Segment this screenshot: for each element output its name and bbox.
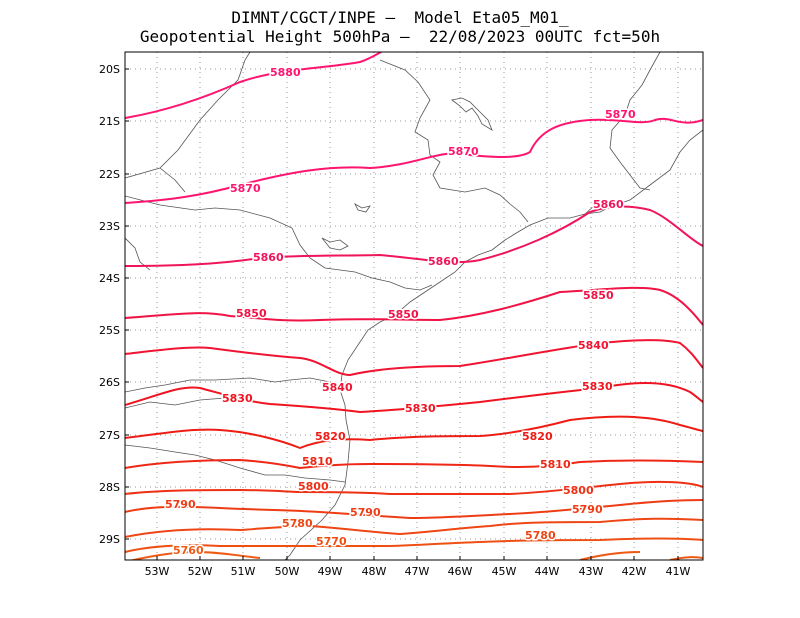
contour-label-5870: 5870 xyxy=(605,108,636,121)
latitude-labels: 20S 21S 22S 23S 24S 25S 26S 27S 28S 29S xyxy=(99,63,120,546)
contour-5880 xyxy=(125,52,384,119)
contour-label-5820: 5820 xyxy=(522,430,553,443)
lat-label: 29S xyxy=(99,533,120,546)
lat-label: 22S xyxy=(99,168,120,181)
lon-label: 45W xyxy=(492,565,517,578)
contour-label-5830: 5830 xyxy=(582,380,613,393)
lon-label: 50W xyxy=(275,565,300,578)
contour-label-5860: 5860 xyxy=(253,251,284,264)
contour-label-5780: 5780 xyxy=(282,517,313,530)
lat-label: 26S xyxy=(99,376,120,389)
contour-label-5880: 5880 xyxy=(270,66,301,79)
lat-label: 21S xyxy=(99,115,120,128)
contour-label-5790: 5790 xyxy=(572,503,603,516)
contour-label-5800: 5800 xyxy=(563,484,594,497)
lat-label: 23S xyxy=(99,220,120,233)
state-border-mg-es xyxy=(609,52,661,191)
contour-5820 xyxy=(125,415,703,450)
contour-label-5800: 5800 xyxy=(298,480,329,493)
river-parana xyxy=(159,167,186,193)
contour-lines xyxy=(125,52,703,560)
lon-label: 53W xyxy=(145,565,170,578)
longitude-labels: 53W 52W 51W 50W 49W 48W 47W 46W 45W 44W … xyxy=(145,565,691,578)
lat-label: 25S xyxy=(99,324,120,337)
contour-label-5790: 5790 xyxy=(350,506,381,519)
contour-5760 xyxy=(129,550,261,560)
lon-label: 52W xyxy=(188,565,213,578)
lat-label: 27S xyxy=(99,429,120,442)
map-title: DIMNT/CGCT/INPE – Model Eta05_M01_ Geopot… xyxy=(0,8,800,46)
contour-5760 xyxy=(579,551,641,560)
lake-shape-3 xyxy=(354,202,371,213)
contour-label-5830: 5830 xyxy=(405,402,436,415)
state-border-mg-north xyxy=(379,59,529,223)
contour-5860 xyxy=(125,205,703,267)
contour-5800 xyxy=(125,480,703,496)
contour-label-5770: 5770 xyxy=(316,535,347,548)
contour-5790 xyxy=(125,499,703,520)
contour-label-5860: 5860 xyxy=(593,198,624,211)
lon-label: 42W xyxy=(622,565,647,578)
lat-label: 20S xyxy=(99,63,120,76)
contour-5830 xyxy=(125,382,703,414)
contour-label-5810: 5810 xyxy=(540,458,571,471)
contour-label-5870: 5870 xyxy=(448,145,479,158)
contour-5810 xyxy=(125,458,703,470)
state-border-mg-sp xyxy=(125,52,251,179)
contour-label-5850: 5850 xyxy=(583,289,614,302)
contour-label-5760: 5760 xyxy=(173,544,204,557)
contour-label-5860: 5860 xyxy=(428,255,459,268)
contour-label-5840: 5840 xyxy=(578,339,609,352)
lon-label: 47W xyxy=(405,565,430,578)
contour-5770 xyxy=(125,537,703,553)
map-boundaries xyxy=(125,52,703,560)
contour-label-5810: 5810 xyxy=(302,455,333,468)
title-line-2: Geopotential Height 500hPa – 22/08/2023 … xyxy=(139,27,661,46)
lake-shape-1 xyxy=(451,97,493,131)
contour-label-5780: 5780 xyxy=(525,529,556,542)
lon-label: 46W xyxy=(448,565,473,578)
lon-label: 49W xyxy=(318,565,343,578)
contour-label-5830: 5830 xyxy=(222,392,253,405)
contour-5840 xyxy=(125,339,703,377)
contour-label-5840: 5840 xyxy=(322,381,353,394)
map-frame xyxy=(124,51,704,561)
lat-label: 24S xyxy=(99,272,120,285)
state-border-pr-sc xyxy=(125,377,347,393)
lake-shape-2 xyxy=(321,237,349,251)
contour-label-5790: 5790 xyxy=(165,498,196,511)
contour-label-5820: 5820 xyxy=(315,430,346,443)
contour-5780 xyxy=(125,517,703,538)
country-border xyxy=(125,397,226,409)
contour-label-5870: 5870 xyxy=(230,182,261,195)
coastline xyxy=(284,129,703,560)
contour-label-5850: 5850 xyxy=(236,307,267,320)
lon-label: 44W xyxy=(535,565,560,578)
lat-label: 28S xyxy=(99,481,120,494)
lon-label: 43W xyxy=(579,565,604,578)
border-fragment xyxy=(584,204,606,215)
lon-label: 41W xyxy=(666,565,691,578)
contour-5870 xyxy=(125,117,703,204)
state-border-sc-rs xyxy=(125,444,346,483)
contour-labels: 5880 5870 5870 5870 5860 5860 5860 5850 5850 5850… xyxy=(164,65,638,559)
contour-label-5850: 5850 xyxy=(388,308,419,321)
lon-label: 48W xyxy=(362,565,387,578)
title-line-1: DIMNT/CGCT/INPE – Model Eta05_M01_ xyxy=(231,8,569,27)
lon-label: 51W xyxy=(231,565,256,578)
state-border-sp-pr xyxy=(125,195,433,291)
tick-marks xyxy=(125,68,679,560)
contour-5850 xyxy=(125,286,703,326)
